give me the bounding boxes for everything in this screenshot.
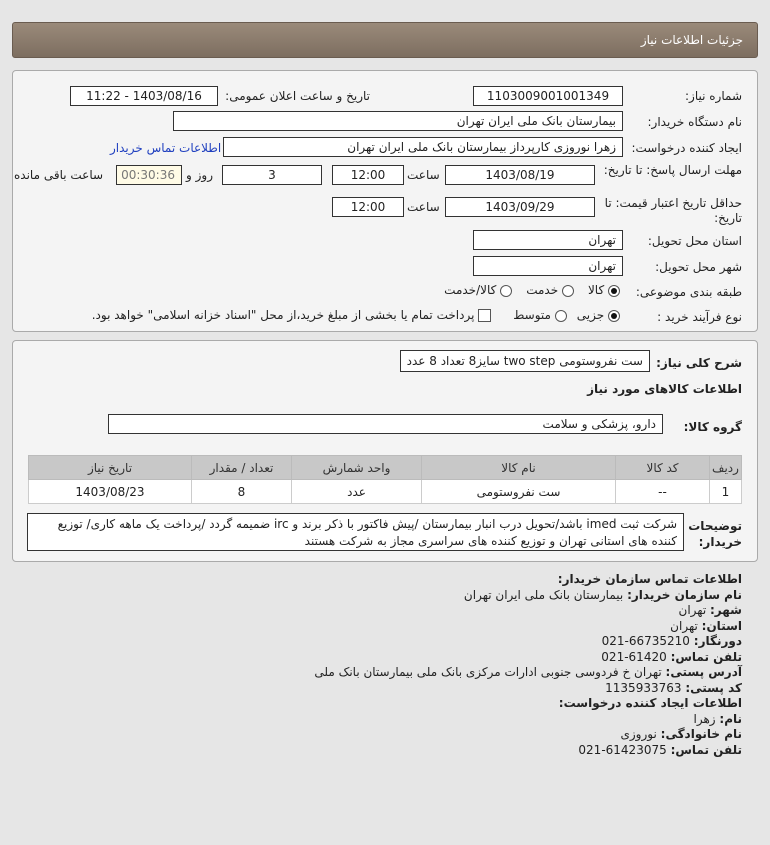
summary-label: شرح کلی نیاز: bbox=[656, 356, 742, 370]
radio-selected-icon[interactable] bbox=[608, 284, 620, 297]
city-label: شهر محل تحویل: bbox=[655, 260, 742, 274]
province-field[interactable]: تهران bbox=[473, 230, 623, 250]
goods-table: ردیف کد کالا نام کالا واحد شمارش تعداد /… bbox=[28, 455, 742, 504]
process-radio-group: جزیی متوسط پرداخت تمام یا بخشی از مبلغ خ… bbox=[92, 308, 620, 322]
remaining-time-field: 00:30:36 bbox=[116, 165, 182, 185]
creator-first-name: نام: زهرا bbox=[693, 711, 742, 726]
buyer-contact-info: اطلاعات تماس سازمان خریدار: نام سازمان خ… bbox=[314, 572, 742, 758]
buyer-notes-field[interactable]: شرکت ثبت imed باشد/تحویل درب انبار بیمار… bbox=[27, 513, 684, 551]
cell-unit: عدد bbox=[291, 479, 422, 504]
province-label: استان محل تحویل: bbox=[647, 234, 742, 248]
category-label: طبقه بندی موضوعی: bbox=[635, 285, 742, 299]
category-option-both[interactable]: کالا/خدمت bbox=[444, 283, 513, 297]
col-unit: واحد شمارش bbox=[291, 455, 422, 480]
contact-org: نام سازمان خریدار: بیمارستان بانک ملی ای… bbox=[463, 587, 742, 602]
creator-phone: تلفن تماس: 61423075-021 bbox=[578, 742, 742, 757]
announce-label: تاریخ و ساعت اعلان عمومی: bbox=[225, 89, 370, 103]
need-number-field[interactable]: 1103009001001349 bbox=[473, 86, 623, 106]
goods-group-label: گروه کالا: bbox=[683, 420, 742, 434]
col-date: تاریخ نیاز bbox=[28, 455, 192, 480]
days-label: روز و bbox=[186, 168, 213, 182]
contact-province: استان: تهران bbox=[670, 618, 742, 633]
goods-title: اطلاعات کالاهای مورد نیاز bbox=[587, 382, 742, 396]
contact-city: شهر: تهران bbox=[678, 603, 742, 617]
validity-date-field[interactable]: 1403/09/29 bbox=[445, 197, 595, 217]
page-title: جزئيات اطلاعات نياز bbox=[640, 33, 743, 47]
cell-name: ست نفروستومی bbox=[421, 479, 616, 504]
summary-field[interactable]: ست نفروستومی two step سایز8 تعداد 8 عدد bbox=[399, 350, 650, 372]
contact-title: اطلاعات تماس سازمان خریدار: bbox=[557, 572, 742, 586]
creator-info-title: اطلاعات ایجاد کننده درخواست: bbox=[558, 696, 742, 710]
table-row[interactable]: 1 -- ست نفروستومی عدد 8 1403/08/23 bbox=[28, 479, 742, 504]
checkbox-icon[interactable] bbox=[478, 309, 492, 322]
creator-label: ایجاد کننده درخواست: bbox=[631, 141, 742, 155]
buyer-contact-link[interactable]: اطلاعات تماس خریدار bbox=[110, 141, 222, 155]
col-name: نام کالا bbox=[421, 455, 616, 480]
radio-icon[interactable] bbox=[554, 309, 567, 322]
validity-label: حداقل تاریخ اعتبار قیمت: تا تاریخ: bbox=[604, 196, 742, 225]
col-code: کد کالا bbox=[615, 455, 710, 480]
validity-time-field[interactable]: 12:00 bbox=[332, 197, 404, 217]
table-header-row: ردیف کد کالا نام کالا واحد شمارش تعداد /… bbox=[28, 455, 742, 480]
validity-time-label: ساعت bbox=[407, 200, 440, 214]
creator-last-name: نام خانوادگی: نوروزی bbox=[620, 727, 742, 741]
cell-code: -- bbox=[615, 479, 710, 504]
radio-icon[interactable] bbox=[500, 284, 513, 297]
deadline-label: مهلت ارسال پاسخ: تا تاریخ: bbox=[603, 163, 742, 177]
cell-qty: 8 bbox=[191, 479, 292, 504]
category-option-service[interactable]: خدمت bbox=[526, 283, 574, 297]
days-field[interactable]: 3 bbox=[222, 165, 322, 185]
announce-field[interactable]: 1403/08/16 - 11:22 bbox=[70, 86, 218, 106]
cell-row: 1 bbox=[709, 479, 742, 504]
page-header: جزئيات اطلاعات نياز bbox=[12, 22, 758, 58]
col-qty: تعداد / مقدار bbox=[191, 455, 292, 480]
col-row: ردیف bbox=[709, 455, 742, 480]
remaining-label: ساعت باقی مانده bbox=[14, 168, 104, 182]
category-option-goods[interactable]: کالا bbox=[588, 283, 620, 297]
buyer-org-field[interactable]: بیمارستان بانک ملی ایران تهران bbox=[173, 111, 623, 131]
process-option-minor[interactable]: جزیی bbox=[577, 308, 620, 322]
goods-group-field[interactable]: دارو، پزشکی و سلامت bbox=[108, 414, 663, 434]
deadline-time-label: ساعت bbox=[407, 168, 440, 182]
radio-selected-icon[interactable] bbox=[608, 309, 620, 322]
process-option-medium[interactable]: متوسط bbox=[513, 308, 567, 322]
cell-date: 1403/08/23 bbox=[28, 479, 192, 504]
buyer-notes-label: توضیحات خریدار: bbox=[688, 519, 742, 549]
process-label: نوع فرآیند خرید : bbox=[657, 310, 742, 324]
category-radio-group: کالا خدمت کالا/خدمت bbox=[444, 283, 620, 297]
radio-icon[interactable] bbox=[561, 284, 574, 297]
contact-phone: تلفن تماس: 61420-021 bbox=[601, 649, 742, 664]
buyer-org-label: نام دستگاه خریدار: bbox=[647, 115, 743, 129]
creator-field[interactable]: زهرا نوروزی کارپرداز بیمارستان بانک ملی … bbox=[223, 137, 623, 157]
city-field[interactable]: تهران bbox=[473, 256, 623, 276]
need-number-label: شماره نیاز: bbox=[685, 89, 742, 103]
contact-postal-code: کد پستی: 1135933763 bbox=[605, 680, 742, 695]
treasury-payment-checkbox[interactable]: پرداخت تمام یا بخشی از مبلغ خرید،از محل … bbox=[92, 308, 492, 322]
deadline-time-field[interactable]: 12:00 bbox=[332, 165, 404, 185]
deadline-date-field[interactable]: 1403/08/19 bbox=[445, 165, 595, 185]
contact-fax: دورنگار: 66735210-021 bbox=[601, 634, 742, 648]
contact-address: آدرس پستی: تهران خ فردوسی جنوبی ادارات م… bbox=[314, 665, 742, 679]
